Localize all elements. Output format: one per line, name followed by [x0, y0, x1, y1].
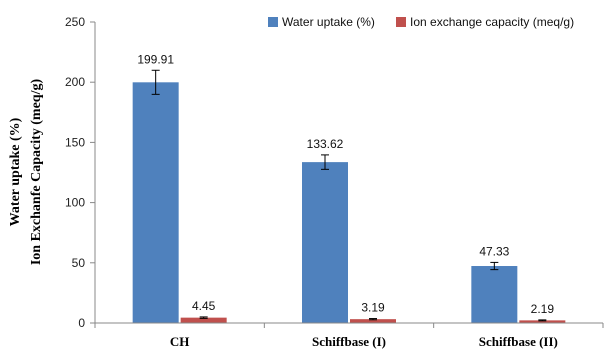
data-label: 133.62: [307, 137, 344, 151]
legend-swatch: [268, 17, 278, 27]
data-label: 3.19: [361, 301, 385, 315]
bar-water-uptake: [132, 82, 179, 324]
x-category-label: Schiffbase (II): [479, 334, 558, 349]
bar-ion-exchange: [519, 320, 566, 323]
data-label: 2.19: [531, 302, 555, 316]
bar-water-uptake: [471, 266, 518, 323]
y-axis: 0 50 100 150 200 250: [65, 15, 96, 330]
x-axis: CH Schiffbase (I) Schiffbase (II): [94, 322, 604, 349]
x-category-label: Schiffbase (I): [312, 334, 386, 349]
bar-ion-exchange: [180, 317, 227, 323]
y-tick-label: 100: [65, 196, 85, 210]
bar-ion-exchange: [350, 319, 396, 323]
y-axis-title-line-1: Water uptake (%): [8, 117, 23, 226]
bars: 199.91 4.45 133.62 3.19 47.33 2.19: [132, 52, 566, 324]
y-axis-title: Water uptake (%) Ion Exchanfe Capacity (m…: [8, 79, 44, 266]
data-label: 4.45: [192, 299, 216, 313]
legend-label: Water uptake (%): [282, 15, 375, 29]
data-label: 47.33: [479, 244, 509, 258]
legend-label: Ion exchange capacity (meq/g): [410, 15, 574, 29]
data-label: 199.91: [137, 52, 174, 66]
legend-swatch: [396, 17, 406, 27]
x-category-label: CH: [170, 334, 190, 349]
bar-water-uptake: [302, 162, 348, 323]
y-tick-label: 200: [65, 75, 85, 89]
y-tick-label: 0: [78, 316, 85, 330]
legend: Water uptake (%) Ion exchange capacity (m…: [268, 15, 574, 29]
y-tick-label: 150: [65, 135, 85, 149]
y-tick-label: 50: [72, 256, 86, 270]
y-tick-label: 250: [65, 15, 85, 29]
y-axis-title-line-2: Ion Exchanfe Capacity (meq/g): [29, 79, 44, 266]
